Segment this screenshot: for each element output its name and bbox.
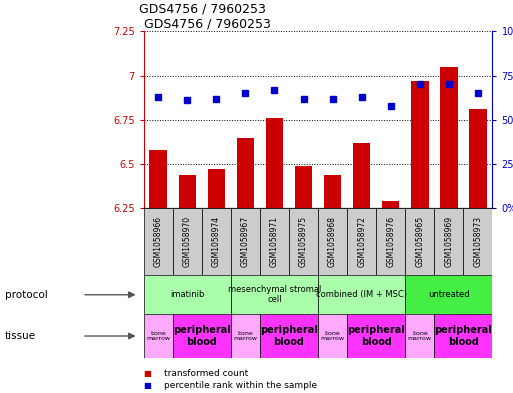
Bar <box>202 208 231 275</box>
Text: GSM1058966: GSM1058966 <box>154 216 163 267</box>
Bar <box>347 314 405 358</box>
Text: GSM1058967: GSM1058967 <box>241 216 250 267</box>
Bar <box>440 67 458 208</box>
Text: transformed count: transformed count <box>164 369 248 378</box>
Text: peripheral
blood: peripheral blood <box>347 325 405 347</box>
Bar <box>405 275 492 314</box>
Bar <box>405 208 435 275</box>
Bar <box>266 118 283 208</box>
Bar <box>376 208 405 275</box>
Bar <box>463 208 492 275</box>
Text: imatinib: imatinib <box>170 290 205 299</box>
Bar <box>289 208 318 275</box>
Bar <box>231 275 318 314</box>
Text: combined (IM + MSC): combined (IM + MSC) <box>316 290 407 299</box>
Text: peripheral
blood: peripheral blood <box>435 325 492 347</box>
Text: untreated: untreated <box>428 290 470 299</box>
Text: peripheral
blood: peripheral blood <box>173 325 231 347</box>
Text: ■: ■ <box>144 369 151 378</box>
Bar <box>405 314 435 358</box>
Text: GSM1058970: GSM1058970 <box>183 216 192 267</box>
Text: GSM1058968: GSM1058968 <box>328 216 337 267</box>
Text: GDS4756 / 7960253: GDS4756 / 7960253 <box>144 17 270 30</box>
Bar <box>173 314 231 358</box>
Bar <box>144 275 231 314</box>
Text: peripheral
blood: peripheral blood <box>260 325 318 347</box>
Bar <box>231 314 260 358</box>
Bar <box>260 208 289 275</box>
Bar <box>173 208 202 275</box>
Text: bone
marrow: bone marrow <box>233 331 258 342</box>
Bar <box>179 174 196 208</box>
Text: GSM1058969: GSM1058969 <box>444 216 453 267</box>
Text: GDS4756 / 7960253: GDS4756 / 7960253 <box>139 3 265 16</box>
Text: bone
marrow: bone marrow <box>146 331 170 342</box>
Bar <box>469 109 487 208</box>
Text: GSM1058974: GSM1058974 <box>212 216 221 267</box>
Bar <box>208 169 225 208</box>
Text: GSM1058965: GSM1058965 <box>416 216 424 267</box>
Bar <box>236 138 254 208</box>
Text: protocol: protocol <box>5 290 48 300</box>
Bar <box>318 314 347 358</box>
Text: mesenchymal stromal
cell: mesenchymal stromal cell <box>228 285 321 305</box>
Text: GSM1058972: GSM1058972 <box>357 216 366 267</box>
Text: bone
marrow: bone marrow <box>408 331 432 342</box>
Bar <box>324 174 341 208</box>
Bar <box>411 81 428 208</box>
Bar <box>382 201 400 208</box>
Bar <box>318 275 405 314</box>
Bar <box>435 208 463 275</box>
Bar <box>231 208 260 275</box>
Bar <box>435 314 492 358</box>
Bar <box>144 314 173 358</box>
Text: GSM1058971: GSM1058971 <box>270 216 279 267</box>
Text: GSM1058975: GSM1058975 <box>299 216 308 267</box>
Text: percentile rank within the sample: percentile rank within the sample <box>164 381 317 389</box>
Bar <box>353 143 370 208</box>
Bar <box>260 314 318 358</box>
Bar <box>318 208 347 275</box>
Bar <box>347 208 376 275</box>
Bar <box>295 166 312 208</box>
Text: GSM1058976: GSM1058976 <box>386 216 395 267</box>
Text: bone
marrow: bone marrow <box>321 331 345 342</box>
Bar <box>149 150 167 208</box>
Text: ■: ■ <box>144 381 151 389</box>
Text: GSM1058973: GSM1058973 <box>473 216 482 267</box>
Text: tissue: tissue <box>5 331 36 341</box>
Bar <box>144 208 173 275</box>
